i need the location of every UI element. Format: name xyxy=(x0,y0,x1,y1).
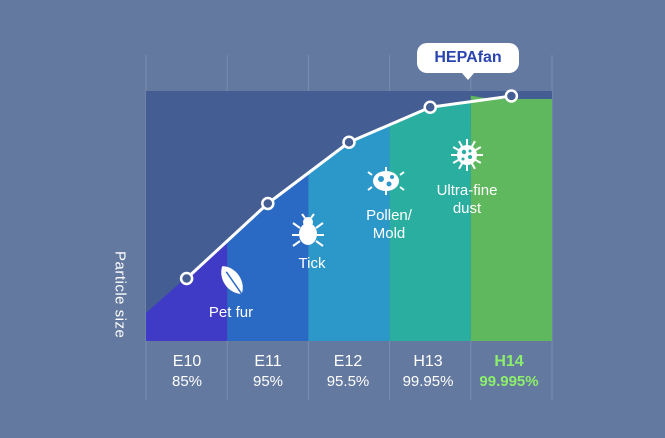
zone-label-tick: Tick xyxy=(298,255,326,272)
zone-e11 xyxy=(227,172,309,341)
pollen-shape xyxy=(386,181,392,187)
grade-efficiency: 85% xyxy=(171,373,203,390)
zone-e10 xyxy=(146,241,228,341)
grade-name: H14 xyxy=(494,353,524,370)
virus-spike xyxy=(470,162,476,170)
grade-name: H13 xyxy=(413,353,443,370)
grade-e11: E11 95% xyxy=(228,352,308,392)
grade-name: E10 xyxy=(172,353,202,370)
grade-efficiency: 99.95% xyxy=(402,373,454,390)
virus-spike xyxy=(452,146,460,152)
brand-tag: HEPAfan xyxy=(417,43,519,80)
pollen-shape xyxy=(390,175,394,179)
virus-dot xyxy=(461,149,467,155)
virus-spike xyxy=(458,162,464,170)
virus-spike xyxy=(452,158,460,164)
zone-label-pet-fur: Pet fur xyxy=(208,304,254,321)
pollen-shape xyxy=(367,167,405,195)
virus-spike xyxy=(470,140,476,148)
data-point-h14 xyxy=(504,89,519,103)
grade-h13: H13 99.95% xyxy=(388,352,468,392)
virus-icon xyxy=(451,139,483,171)
data-point-e10 xyxy=(179,271,194,286)
grade-efficiency: 99.995% xyxy=(479,373,539,390)
virus-spike xyxy=(474,146,482,152)
pollen-shape xyxy=(373,171,399,191)
tick-shape xyxy=(303,217,313,227)
grade-name: E12 xyxy=(333,353,363,370)
leaf-icon xyxy=(221,266,246,299)
virus-body xyxy=(457,145,477,165)
grade-e10: E10 85% xyxy=(147,352,227,392)
data-point-e11 xyxy=(261,196,275,211)
pollen-icon xyxy=(367,167,405,195)
tick-shape xyxy=(292,213,324,247)
grade-efficiency: 95.5% xyxy=(326,373,370,390)
grade-efficiency: 95% xyxy=(252,373,284,390)
zone-e12 xyxy=(308,124,390,341)
grade-h14: H14 99.995% xyxy=(469,352,549,392)
virus-dot xyxy=(468,149,472,153)
tick-shape xyxy=(299,223,317,245)
virus-spike xyxy=(458,140,464,148)
leaf-vein xyxy=(225,271,246,299)
data-point-h13 xyxy=(423,100,437,114)
tick-icon xyxy=(292,213,324,247)
virus-dot xyxy=(461,157,465,161)
data-point-e12 xyxy=(342,135,356,149)
grade-name: E11 xyxy=(254,353,282,370)
zone-h13 xyxy=(389,101,471,341)
zone-label-ultra-fine-dust: Ultra-fine dust xyxy=(436,182,498,217)
virus-dot xyxy=(468,155,472,159)
pollen-shape xyxy=(378,176,384,182)
zone-h14 xyxy=(470,95,552,341)
y-axis-label: Particle size xyxy=(111,251,129,339)
virus-spike xyxy=(474,158,482,164)
grade-e12: E12 95.5% xyxy=(308,352,388,392)
zone-label-pollen-mold: Pollen/ Mold xyxy=(366,207,412,242)
